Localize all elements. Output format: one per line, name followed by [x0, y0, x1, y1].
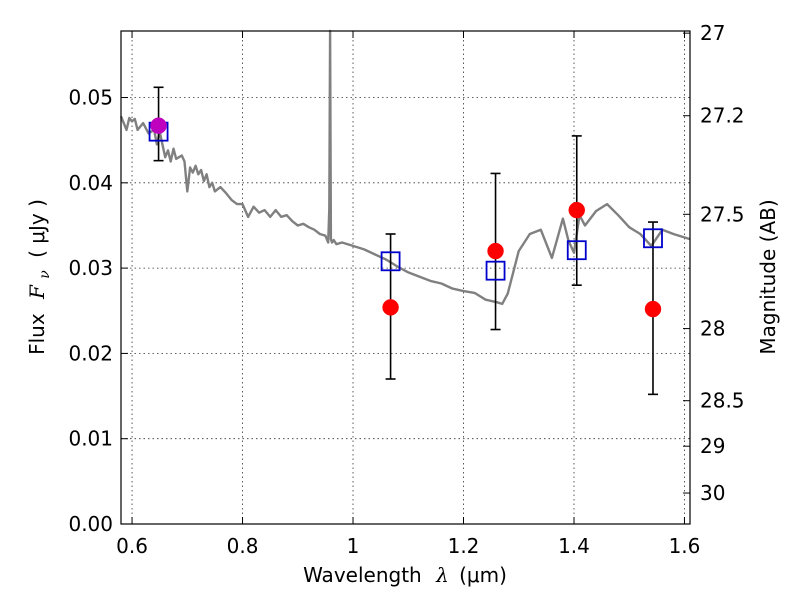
- right-axis-label: Magnitude (AB): [756, 199, 780, 354]
- model-photometry-square: [485, 260, 506, 281]
- observed-flux-point: [487, 242, 504, 260]
- axis-ticks: [121, 31, 690, 525]
- x-tick-label: 0.8: [227, 534, 259, 558]
- x-axis-label-text: Wavelength: [303, 563, 422, 587]
- y-axis-label-unit: ( μJy ): [25, 199, 49, 258]
- right-tick-label: 28.5: [700, 389, 745, 413]
- right-tick-label: 28: [700, 317, 725, 341]
- x-tick-label: 1.6: [669, 534, 701, 558]
- right-tick-label: 29: [700, 434, 725, 458]
- x-tick-label: 1.2: [448, 534, 480, 558]
- y-axis-label-text: Flux: [25, 313, 49, 355]
- y-axis-label: Flux F ν ( μJy ): [25, 199, 54, 355]
- observed-flux-point: [150, 117, 167, 134]
- model-photometry-square: [566, 240, 587, 261]
- model-photometry-square: [380, 251, 401, 272]
- y-tick-label: 0.02: [68, 341, 113, 365]
- y-tick-label: 0.01: [68, 427, 113, 451]
- y-tick-label: 0.03: [68, 256, 113, 280]
- model-spectrum: [119, 29, 691, 306]
- y-tick-label: 0.04: [68, 171, 113, 195]
- observed-flux-point: [568, 201, 586, 219]
- data-points: [148, 117, 663, 318]
- y-tick-label: 0.00: [68, 512, 113, 536]
- grid: [121, 31, 690, 525]
- x-tick-label: 1.4: [558, 534, 590, 558]
- y-tick-label: 0.05: [68, 86, 113, 110]
- right-tick-label: 27: [700, 21, 725, 45]
- y-axis-label-symbol: F: [25, 284, 49, 300]
- tick-labels: 0.6 0.8 1 1.2 1.4 1.6 0.00 0.01 0.02 0.03 0.04 0.05…: [68, 21, 744, 558]
- right-tick-label: 27.5: [700, 202, 745, 226]
- model-photometry-square: [643, 228, 663, 249]
- x-axis-label: Wavelength λ (μm): [303, 563, 507, 587]
- x-axis-label-unit: (μm): [459, 563, 507, 587]
- right-tick-label: 30: [700, 481, 725, 505]
- plot-frame: [120, 30, 691, 525]
- y-axis-label-subscript: ν: [37, 270, 53, 279]
- x-tick-label: 0.6: [116, 534, 148, 558]
- right-tick-label: 27.2: [700, 104, 745, 128]
- x-axis-label-symbol: λ: [435, 563, 449, 587]
- spectrum-line: [119, 29, 691, 306]
- observed-flux-point: [644, 300, 662, 318]
- x-tick-label: 1: [347, 534, 360, 558]
- observed-flux-point: [382, 299, 399, 316]
